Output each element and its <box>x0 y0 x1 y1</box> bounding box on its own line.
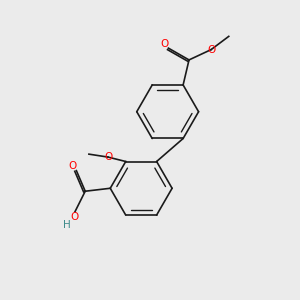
Text: H: H <box>63 220 70 230</box>
Text: O: O <box>69 161 77 172</box>
Text: O: O <box>70 212 79 222</box>
Text: O: O <box>207 45 215 55</box>
Text: O: O <box>104 152 112 162</box>
Text: O: O <box>160 39 169 49</box>
